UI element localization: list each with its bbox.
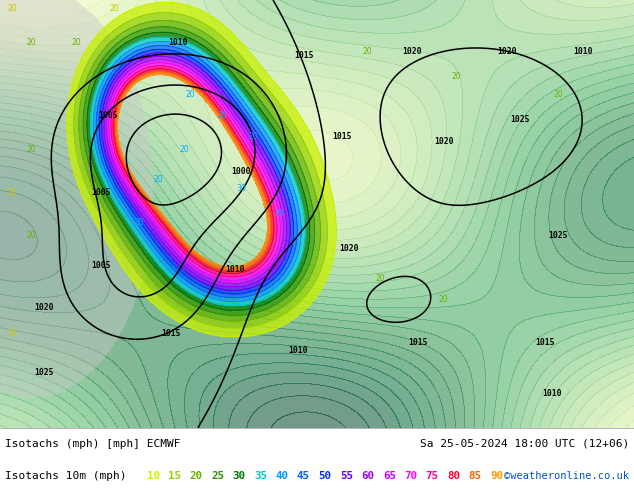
Text: 75: 75: [425, 471, 439, 481]
Text: 55: 55: [340, 471, 353, 481]
Text: 20: 20: [27, 231, 37, 240]
Text: 20: 20: [134, 218, 145, 227]
Text: 1015: 1015: [409, 338, 428, 347]
Text: 20: 20: [153, 175, 164, 184]
Text: 1010: 1010: [168, 38, 187, 47]
Text: 20: 20: [8, 4, 18, 13]
Text: 20: 20: [363, 47, 373, 56]
Text: 1010: 1010: [542, 389, 561, 398]
Text: 20: 20: [249, 132, 259, 142]
Text: 1005: 1005: [92, 261, 111, 270]
Text: 20: 20: [217, 111, 227, 120]
Text: 90: 90: [490, 471, 503, 481]
Text: 1025: 1025: [510, 115, 529, 124]
Text: 1020: 1020: [498, 47, 517, 56]
Text: 20: 20: [109, 4, 119, 13]
Text: 60: 60: [361, 471, 374, 481]
Text: 10: 10: [147, 471, 160, 481]
Text: 20: 20: [185, 90, 195, 98]
Text: 1010: 1010: [225, 265, 244, 274]
Text: 30: 30: [233, 471, 245, 481]
Text: 20: 20: [274, 209, 284, 219]
Text: 20: 20: [8, 188, 18, 197]
Text: 1010: 1010: [288, 346, 307, 355]
Text: 20: 20: [375, 273, 385, 283]
Text: ©weatheronline.co.uk: ©weatheronline.co.uk: [504, 471, 629, 481]
Text: 1020: 1020: [339, 244, 358, 253]
Text: 1000: 1000: [231, 167, 250, 175]
Text: 1015: 1015: [162, 329, 181, 338]
Text: 15: 15: [168, 471, 181, 481]
Text: 20: 20: [451, 73, 462, 81]
Text: 35: 35: [254, 471, 267, 481]
Text: Isotachs 10m (mph): Isotachs 10m (mph): [5, 471, 127, 481]
Text: 80: 80: [447, 471, 460, 481]
Text: 1020: 1020: [403, 47, 422, 56]
Text: 1005: 1005: [92, 188, 111, 197]
Text: 30: 30: [236, 184, 246, 193]
Text: 1015: 1015: [333, 132, 352, 142]
Text: Isotachs (mph) [mph] ECMWF: Isotachs (mph) [mph] ECMWF: [5, 439, 181, 449]
Text: 20: 20: [8, 329, 18, 338]
Text: 20: 20: [190, 471, 203, 481]
Text: 20: 20: [27, 145, 37, 154]
Text: 70: 70: [404, 471, 417, 481]
Text: 1025: 1025: [548, 231, 567, 240]
Text: 1005: 1005: [98, 111, 117, 120]
Text: 85: 85: [469, 471, 482, 481]
Text: 20: 20: [27, 38, 37, 47]
Text: Sa 25-05-2024 18:00 UTC (12+06): Sa 25-05-2024 18:00 UTC (12+06): [420, 439, 629, 449]
Text: 1025: 1025: [35, 368, 54, 377]
Text: 20: 20: [71, 38, 81, 47]
Text: 40: 40: [276, 471, 288, 481]
Text: 1020: 1020: [434, 137, 453, 146]
Text: 1020: 1020: [35, 303, 54, 313]
Text: 1010: 1010: [574, 47, 593, 56]
Text: 65: 65: [383, 471, 396, 481]
Text: 20: 20: [179, 145, 189, 154]
Text: 45: 45: [297, 471, 310, 481]
Text: 1015: 1015: [536, 338, 555, 347]
Text: 20: 20: [553, 90, 563, 98]
Text: 20: 20: [439, 295, 449, 304]
Text: 25: 25: [211, 471, 224, 481]
Text: 1015: 1015: [295, 51, 314, 60]
Text: 50: 50: [318, 471, 332, 481]
